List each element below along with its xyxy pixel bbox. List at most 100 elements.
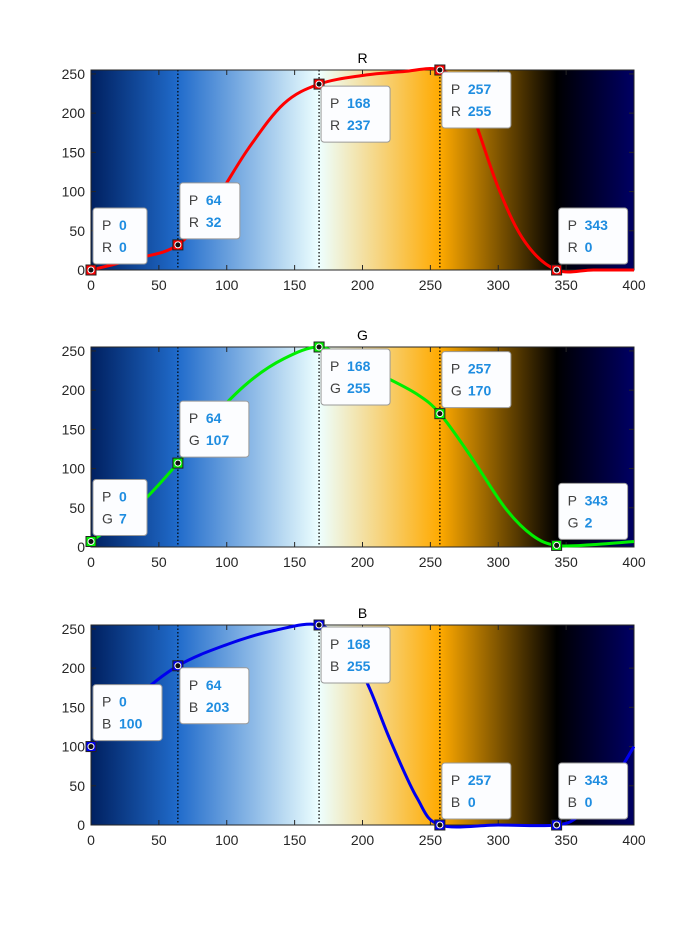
data-tip-value: 0 — [119, 217, 127, 233]
data-tip-box — [179, 667, 250, 725]
y-tick-label: 100 — [62, 461, 86, 477]
x-tick-label: 100 — [215, 277, 239, 293]
data-tip-value: 168 — [347, 95, 371, 111]
data-tip-value: 255 — [347, 658, 371, 674]
x-tick-label: 300 — [487, 832, 511, 848]
data-tip-key: R — [189, 214, 199, 230]
control-point-dot[interactable] — [436, 66, 444, 74]
data-tip-value: 257 — [468, 81, 492, 97]
x-tick-label: 100 — [215, 832, 239, 848]
control-point-dot[interactable] — [87, 266, 95, 274]
data-tip-value: 0 — [119, 489, 127, 505]
x-tick-label: 200 — [351, 554, 375, 570]
data-tip-value: 0 — [585, 239, 593, 255]
data-tip-value: 2 — [585, 514, 593, 530]
data-tip-key: G — [451, 383, 462, 399]
data-tip-box — [558, 207, 629, 265]
data-tip-value: 32 — [206, 214, 222, 230]
x-tick-label: 50 — [151, 832, 167, 848]
data-tip-value: 343 — [585, 217, 609, 233]
data-tip-key: P — [102, 489, 111, 505]
control-point-dot[interactable] — [553, 266, 561, 274]
control-point-dot[interactable] — [174, 459, 182, 467]
control-point-dot[interactable] — [174, 662, 182, 670]
data-tip-box — [320, 85, 391, 143]
data-tip-key: P — [189, 410, 198, 426]
data-tip-key: B — [102, 716, 111, 732]
y-tick-label: 50 — [69, 778, 85, 794]
data-tip-box — [320, 626, 391, 684]
y-tick-label: 200 — [62, 105, 86, 121]
data-tip-key: G — [189, 432, 200, 448]
data-tip-key: P — [451, 772, 460, 788]
data-tip: P 168 B 255 — [320, 626, 391, 684]
x-tick-label: 150 — [283, 277, 307, 293]
data-tip: P 343 G 2 — [558, 482, 629, 540]
data-tip-value: 168 — [347, 358, 371, 374]
x-tick-label: 150 — [283, 832, 307, 848]
x-tick-label: 50 — [151, 277, 167, 293]
x-tick-label: 350 — [554, 554, 578, 570]
data-tip-value: 0 — [119, 694, 127, 710]
data-tip: P 257 R 255 — [441, 71, 512, 129]
data-tip-value: 168 — [347, 636, 371, 652]
data-tip-value: 0 — [119, 239, 127, 255]
data-tip-key: R — [330, 117, 340, 133]
data-tip-key: P — [568, 217, 577, 233]
control-point-dot[interactable] — [87, 743, 95, 751]
data-tip-box — [92, 684, 163, 742]
control-point-dot[interactable] — [174, 241, 182, 249]
control-point-dot[interactable] — [87, 538, 95, 546]
data-tip-value: 64 — [206, 677, 222, 693]
y-tick-label: 200 — [62, 660, 86, 676]
data-tip-value: 64 — [206, 192, 222, 208]
data-tip-value: 0 — [468, 794, 476, 810]
data-tip-value: 255 — [347, 380, 371, 396]
data-tip-value: 257 — [468, 772, 492, 788]
data-tip: P 64 G 107 — [179, 400, 250, 458]
data-tip-box — [320, 348, 391, 406]
data-tip-value: 170 — [468, 383, 492, 399]
data-tip-key: P — [330, 95, 339, 111]
y-tick-label: 50 — [69, 223, 85, 239]
x-tick-label: 0 — [87, 277, 95, 293]
panel-title: R — [357, 50, 367, 66]
data-tip-value: 7 — [119, 511, 127, 527]
data-tip: P 0B 100 — [92, 684, 163, 742]
data-tip: P 64 B 203 — [179, 667, 250, 725]
data-tip-key: P — [189, 677, 198, 693]
data-tip: P 0R 0 — [92, 207, 148, 265]
data-tip: P 343 R 0 — [558, 207, 629, 265]
control-point-dot[interactable] — [553, 541, 561, 549]
x-tick-label: 400 — [622, 832, 646, 848]
y-tick-label: 150 — [62, 144, 86, 160]
data-tip: P 64 R 32 — [179, 182, 241, 240]
y-tick-label: 150 — [62, 699, 86, 715]
y-tick-label: 0 — [77, 817, 85, 833]
control-point-dot[interactable] — [436, 410, 444, 418]
control-point-dot[interactable] — [436, 821, 444, 829]
data-tip-key: B — [451, 794, 460, 810]
data-tip-key: G — [330, 380, 341, 396]
data-tip-key: P — [189, 192, 198, 208]
control-point-dot[interactable] — [553, 821, 561, 829]
data-tip-box — [92, 479, 148, 537]
panel-b: 0 50 100 150 200 250 300 350 400 0 50 100 150 200 250 B… — [62, 605, 646, 848]
control-point-dot[interactable] — [315, 343, 323, 351]
x-tick-label: 350 — [554, 832, 578, 848]
panel-g: 0 50 100 150 200 250 300 350 400 0 50 100 150 200 250 G… — [62, 327, 646, 570]
control-point-dot[interactable] — [315, 80, 323, 88]
control-point-dot[interactable] — [315, 621, 323, 629]
x-tick-label: 250 — [419, 277, 443, 293]
data-tip-box — [441, 762, 512, 820]
data-tip-value: 100 — [119, 716, 143, 732]
data-tip-key: P — [568, 492, 577, 508]
x-tick-label: 350 — [554, 277, 578, 293]
data-tip-value: 343 — [585, 492, 609, 508]
data-tip-value: 343 — [585, 772, 609, 788]
y-tick-label: 0 — [77, 262, 85, 278]
data-tip-key: G — [568, 514, 579, 530]
x-tick-label: 50 — [151, 554, 167, 570]
x-tick-label: 300 — [487, 554, 511, 570]
data-tip-key: P — [330, 358, 339, 374]
